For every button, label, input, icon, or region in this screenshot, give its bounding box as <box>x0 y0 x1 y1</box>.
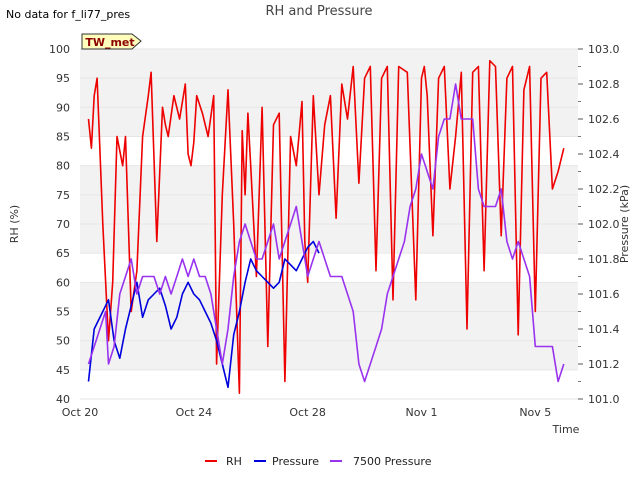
right-y-axis-ticks: 101.0 101.2 101.4 101.6 101.8 102.0 102.2 102.4… <box>578 43 620 406</box>
grid-band <box>80 369 578 399</box>
grid-band <box>80 340 578 370</box>
site-badge: TW_met <box>81 33 142 50</box>
legend: RH Pressure 7500 Pressure <box>205 455 432 468</box>
y-tick-label-left: 70 <box>56 218 70 231</box>
legend-label: Pressure <box>272 455 319 468</box>
y-tick-label-left: 50 <box>56 335 70 348</box>
grid-band <box>80 136 578 166</box>
x-tick-label: Nov 1 <box>406 406 438 419</box>
series-lines <box>87 59 565 395</box>
series-line-7500-pressure <box>87 83 565 383</box>
y-tick-label-right: 102.6 <box>588 113 620 126</box>
chart-title: RH and Pressure <box>265 4 372 19</box>
y-tick-label-right: 101.0 <box>588 393 620 406</box>
y-tick-label-left: 95 <box>56 72 70 85</box>
x-axis-ticks: Oct 20 Oct 24 Oct 28 Nov 1 Nov 5 <box>62 406 552 419</box>
grid-band <box>80 311 578 341</box>
x-axis-label: Time <box>552 423 580 436</box>
grid-band <box>80 194 578 224</box>
y-tick-label-left: 40 <box>56 393 70 406</box>
series-line-pressure <box>87 240 320 389</box>
grid-band <box>80 165 578 195</box>
grid-band <box>80 253 578 283</box>
grid-band <box>80 107 578 137</box>
y-tick-label-left: 65 <box>56 247 70 260</box>
left-y-axis-ticks: 40 45 50 55 60 65 70 75 80 85 90 95 100 <box>49 43 70 406</box>
x-tick-label: Oct 24 <box>176 406 213 419</box>
y-tick-label-left: 45 <box>56 364 70 377</box>
y-tick-label-left: 55 <box>56 306 70 319</box>
y-tick-label-left: 80 <box>56 160 70 173</box>
y-tick-label-left: 60 <box>56 276 70 289</box>
series-line-rh <box>87 59 565 395</box>
no-data-note: No data for f_li77_pres <box>6 8 130 21</box>
y-tick-label-left: 100 <box>49 43 70 56</box>
grid-band <box>80 224 578 254</box>
y-axis-label-left: RH (%) <box>8 205 21 243</box>
y-tick-label-right: 102.2 <box>588 183 620 196</box>
grid-bands <box>80 49 578 399</box>
y-tick-label-right: 101.8 <box>588 253 620 266</box>
y-tick-label-left: 85 <box>56 131 70 144</box>
site-badge-shape <box>81 33 142 50</box>
grid-band <box>80 49 578 79</box>
site-badge-label: TW_met <box>85 36 134 49</box>
legend-label: 7500 Pressure <box>353 455 432 468</box>
y-tick-label-right: 103.0 <box>588 43 620 56</box>
grid-band <box>80 282 578 312</box>
y-tick-label-left: 90 <box>56 101 70 114</box>
y-tick-label-left: 75 <box>56 189 70 202</box>
grid-lines <box>80 48 578 400</box>
y-axis-label-right: Pressure (kPa) <box>618 185 631 263</box>
y-tick-label-right: 101.6 <box>588 288 620 301</box>
y-tick-label-right: 101.4 <box>588 323 620 336</box>
x-tick-label: Oct 28 <box>289 406 326 419</box>
x-tick-label: Nov 5 <box>519 406 551 419</box>
y-tick-label-right: 102.8 <box>588 78 620 91</box>
y-tick-label-right: 101.2 <box>588 358 620 371</box>
y-tick-label-right: 102.0 <box>588 218 620 231</box>
y-tick-label-right: 102.4 <box>588 148 620 161</box>
x-tick-label: Oct 20 <box>62 406 99 419</box>
legend-label: RH <box>226 455 242 468</box>
